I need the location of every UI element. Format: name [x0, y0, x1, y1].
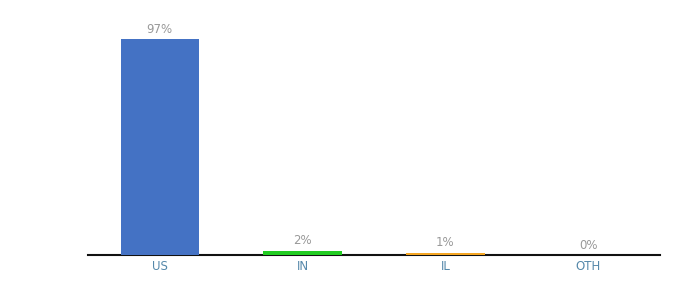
Text: 2%: 2%: [293, 234, 312, 247]
Text: 0%: 0%: [579, 239, 598, 252]
Text: 1%: 1%: [436, 236, 455, 249]
Bar: [406, 253, 485, 255]
Text: 97%: 97%: [147, 23, 173, 36]
Bar: [120, 39, 199, 255]
Bar: [263, 250, 342, 255]
